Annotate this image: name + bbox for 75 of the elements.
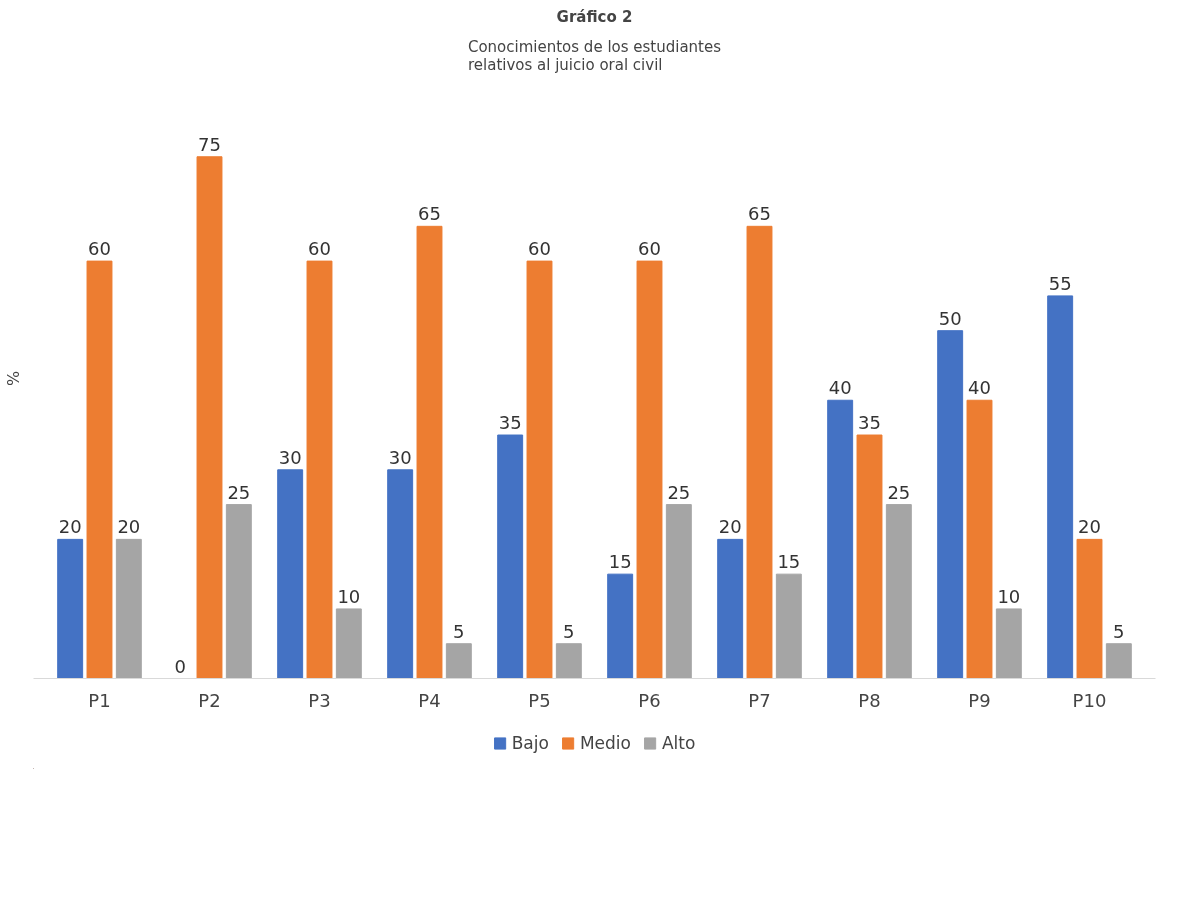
data-label: 20 — [1078, 516, 1101, 538]
bar — [335, 608, 362, 679]
data-label: 30 — [278, 446, 302, 468]
bar — [827, 399, 854, 679]
bar — [717, 538, 744, 679]
data-label: 65 — [418, 203, 441, 225]
legend-label: Bajo — [511, 733, 549, 753]
data-label: 40 — [968, 377, 991, 399]
bar — [555, 643, 582, 679]
x-tick-label: P4 — [418, 689, 441, 711]
bar — [856, 434, 883, 679]
data-label: 15 — [777, 551, 801, 573]
x-tick-label: P10 — [1072, 689, 1107, 711]
legend-label: Alto — [661, 733, 696, 753]
data-label: 5 — [453, 620, 465, 642]
data-label: 20 — [58, 516, 82, 538]
chart-subtitle: Conocimientos de los estudiantes relativos al juicio oral civil — [467, 37, 722, 74]
data-label: 60 — [638, 238, 661, 260]
bar — [1105, 643, 1132, 679]
data-label: 15 — [608, 551, 632, 573]
bar — [775, 573, 802, 679]
data-label: 20 — [718, 516, 742, 538]
data-label: 60 — [88, 238, 111, 260]
x-tick-label: P2 — [198, 689, 221, 711]
x-tick-label: P7 — [748, 689, 771, 711]
bar — [277, 469, 304, 679]
bar — [937, 330, 964, 679]
data-label: 35 — [858, 412, 881, 434]
data-label: 10 — [337, 585, 361, 607]
bar — [115, 538, 142, 679]
x-tick-label: P6 — [638, 689, 661, 711]
data-label: 75 — [198, 133, 221, 155]
x-tick-label: P9 — [968, 689, 991, 711]
bar — [445, 643, 472, 679]
bar — [306, 260, 333, 679]
data-label: 35 — [498, 412, 522, 434]
data-label: 40 — [828, 377, 852, 399]
bar — [966, 399, 993, 679]
bar — [746, 225, 773, 679]
data-label: 0 — [174, 655, 186, 677]
x-tick-label: P8 — [858, 689, 881, 711]
data-label: 60 — [528, 238, 551, 260]
legend-label: Medio — [579, 733, 631, 753]
bar — [57, 538, 84, 679]
data-label: 30 — [388, 446, 412, 468]
bar — [885, 504, 912, 679]
data-label: 60 — [308, 238, 331, 260]
bar — [196, 156, 223, 679]
bar — [526, 260, 553, 679]
x-tick-label: P3 — [308, 689, 331, 711]
bar — [1047, 295, 1074, 679]
y-axis-title: % — [3, 370, 23, 387]
data-label: 5 — [1113, 620, 1125, 642]
data-label: 10 — [997, 585, 1021, 607]
data-label: 65 — [748, 203, 771, 225]
chart-title: Gráfico 2 — [556, 7, 633, 26]
x-tick-label: P1 — [88, 689, 111, 711]
bar — [636, 260, 663, 679]
bar — [665, 504, 692, 679]
bar — [497, 434, 524, 679]
data-label: 25 — [667, 481, 691, 503]
bar — [416, 225, 443, 679]
data-label: 55 — [1048, 272, 1072, 294]
bar — [995, 608, 1022, 679]
data-label: 5 — [563, 620, 575, 642]
data-label: 20 — [117, 516, 141, 538]
bar — [86, 260, 113, 679]
bar — [225, 504, 252, 679]
bar — [1076, 538, 1103, 679]
x-tick-label: P5 — [528, 689, 551, 711]
bar — [387, 469, 414, 679]
data-label: 50 — [938, 307, 962, 329]
data-label: 25 — [227, 481, 251, 503]
data-label: 25 — [887, 481, 911, 503]
bar — [607, 573, 634, 679]
